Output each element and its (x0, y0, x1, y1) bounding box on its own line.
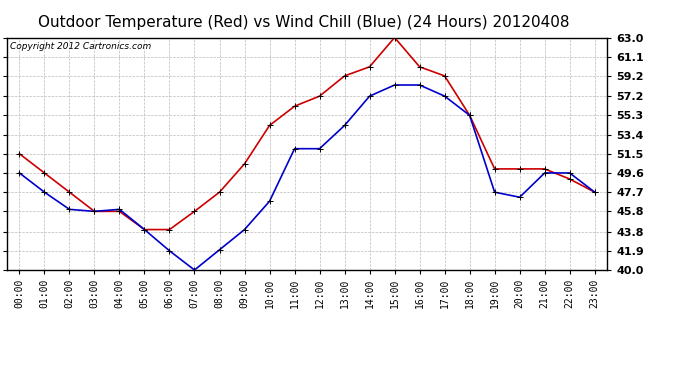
Text: Copyright 2012 Cartronics.com: Copyright 2012 Cartronics.com (10, 42, 151, 51)
Text: Outdoor Temperature (Red) vs Wind Chill (Blue) (24 Hours) 20120408: Outdoor Temperature (Red) vs Wind Chill … (38, 15, 569, 30)
